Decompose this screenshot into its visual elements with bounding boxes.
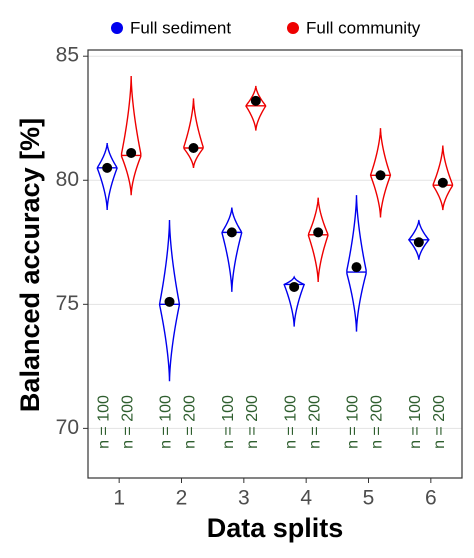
x-tick-label: 2: [176, 487, 188, 510]
n-label: n = 100: [345, 395, 362, 449]
violin: [245, 85, 267, 131]
n-label: n = 200: [306, 395, 323, 449]
y-tick-label: 80: [56, 168, 79, 191]
mean-point: [188, 143, 199, 154]
x-tick-label: 1: [113, 487, 125, 510]
n-label: n = 200: [431, 395, 448, 449]
n-label: n = 100: [158, 395, 175, 449]
mean-point: [437, 177, 448, 188]
mean-point: [126, 147, 137, 158]
violin: [96, 142, 118, 211]
x-axis-title: Data splits: [207, 513, 344, 543]
n-label: n = 100: [95, 395, 112, 449]
y-axis-title: Balanced accuracy [%]: [15, 118, 45, 412]
violin: [283, 275, 306, 327]
n-label: n = 200: [369, 395, 386, 449]
violin: [307, 197, 329, 283]
violin: [120, 76, 142, 196]
x-tick-label: 6: [425, 487, 437, 510]
y-tick-label: 85: [56, 44, 79, 67]
legend-label: Full sediment: [130, 18, 231, 37]
n-label: n = 100: [282, 395, 299, 449]
x-tick-label: 4: [300, 487, 312, 510]
x-tick-label: 5: [363, 487, 375, 510]
panel-border: [87, 49, 463, 479]
mean-point: [351, 262, 362, 273]
mean-point: [313, 227, 324, 238]
legend-marker: [111, 22, 123, 34]
y-tick-label: 70: [56, 416, 79, 439]
violin: [183, 98, 204, 168]
legend-marker: [287, 22, 299, 34]
n-label: n = 200: [244, 395, 261, 449]
n-label: n = 200: [182, 395, 199, 449]
mean-point: [413, 237, 424, 248]
mean-point: [164, 296, 175, 307]
y-tick-label: 75: [56, 292, 79, 315]
mean-point: [102, 162, 113, 173]
n-label: n = 200: [119, 395, 136, 449]
legend-label: Full community: [306, 18, 421, 37]
n-label: n = 100: [407, 395, 424, 449]
violin: [221, 207, 243, 292]
x-tick-label: 3: [238, 487, 250, 510]
mean-point: [289, 281, 300, 292]
mean-point: [250, 95, 261, 106]
mean-point: [226, 227, 237, 238]
mean-point: [375, 170, 386, 181]
n-label: n = 100: [220, 395, 237, 449]
